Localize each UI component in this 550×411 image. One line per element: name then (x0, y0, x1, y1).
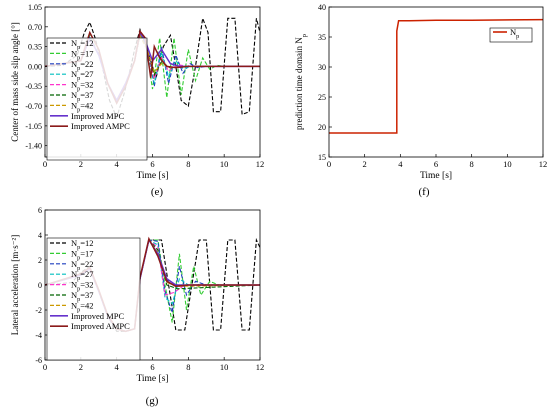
panel-label: (g) (146, 395, 159, 407)
series-line-1 (329, 18, 543, 134)
y-tick-label: 25 (318, 93, 326, 102)
y-tick-label: -2 (35, 306, 42, 315)
legend-entry-label: Np=27 (71, 69, 94, 82)
y-tick-label: 0 (38, 281, 42, 290)
y-tick-label: 35 (318, 33, 326, 42)
x-tick-label: 2 (79, 362, 83, 372)
legend-entry-label: Np=27 (71, 269, 94, 282)
y-tick-label: 6 (38, 206, 42, 215)
y-tick-label: -1.05 (25, 122, 42, 131)
x-tick-label: 6 (150, 362, 154, 372)
x-tick-label: 4 (115, 159, 120, 169)
chart-panel-2: 0 2 4 6 8 10 12 15 20 25 30 35 40 Time [s] prediction … (294, 3, 547, 198)
x-axis-label: Time [s] (420, 171, 452, 181)
x-axis-label: Time [s] (136, 171, 168, 181)
y-tick-label: 0.00 (28, 62, 42, 71)
legend-entry-label: Np=12 (71, 238, 94, 251)
x-tick-label: 2 (79, 159, 83, 169)
legend-entry-label: Improved MPC (71, 111, 124, 121)
y-tick-label: 20 (318, 123, 326, 132)
panel-label: (f) (419, 186, 430, 198)
legend-entry-label: Np=42 (71, 100, 94, 113)
x-tick-label: 10 (503, 159, 512, 169)
legend-entry-label: Np=42 (71, 300, 94, 313)
y-tick-label: -1.40 (25, 142, 42, 151)
legend-box (46, 37, 148, 161)
x-tick-label: 12 (256, 362, 265, 372)
legend-entry-label: Np=37 (71, 290, 94, 303)
series-group (329, 18, 543, 134)
y-tick-label: 4 (38, 231, 42, 240)
y-tick-label: -0.70 (25, 102, 42, 111)
legend-entry-label: Np=32 (71, 80, 94, 93)
chart-legend: Np (489, 27, 533, 43)
y-axis-label-group: Center of mass side slip angle [°] (10, 22, 20, 142)
legend-entry-label: Np=17 (71, 48, 94, 61)
y-tick-label: -0.35 (25, 82, 42, 91)
legend-entry-label: Improved AMPC (71, 121, 130, 131)
x-tick-label: 4 (115, 362, 120, 372)
legend-entry-label: Np=22 (71, 59, 94, 72)
x-tick-label: 0 (43, 159, 47, 169)
y-tick-label: 0.35 (28, 43, 42, 52)
legend-entry-label: Improved MPC (71, 311, 124, 321)
y-tick-label: 1.05 (28, 3, 42, 12)
legend-entry-label: Np=22 (71, 259, 94, 272)
y-axis-label: Center of mass side slip angle [°] (10, 22, 20, 142)
y-tick-label: 0.70 (28, 23, 42, 32)
x-tick-label: 10 (220, 159, 229, 169)
y-axis-label: prediction time domain Np (294, 34, 308, 130)
y-tick-label: 2 (38, 256, 42, 265)
panel-label: (e) (151, 186, 164, 198)
x-tick-label: 0 (327, 159, 331, 169)
x-tick-label: 4 (398, 159, 403, 169)
legend-entry-label: Np=17 (71, 248, 94, 261)
x-axis-label: Time [s] (136, 374, 168, 384)
x-tick-label: 6 (150, 159, 154, 169)
x-tick-label: 12 (539, 159, 548, 169)
y-tick-label: 40 (318, 3, 326, 12)
chart-legend: Np=12Np=17Np=22Np=27Np=32Np=37Np=42Impro… (46, 237, 141, 361)
x-tick-label: 8 (470, 159, 474, 169)
x-tick-label: 2 (363, 159, 367, 169)
x-tick-label: 10 (220, 362, 229, 372)
x-tick-label: 12 (256, 159, 265, 169)
legend-entry-label: Np=37 (71, 90, 94, 103)
y-tick-label: 15 (318, 153, 326, 162)
y-tick-label: -6 (35, 356, 42, 365)
chart-legend: Np=12Np=17Np=22Np=27Np=32Np=37Np=42Impro… (46, 37, 148, 161)
x-tick-label: 0 (43, 362, 47, 372)
series-line-2 (45, 239, 260, 332)
x-tick-label: 8 (186, 362, 190, 372)
x-tick-label: 6 (434, 159, 438, 169)
chart-panel-3: 0 2 4 6 8 10 12 -6 -4 -2 0 2 4 6 Time [s] Lateral accel… (10, 206, 264, 407)
legend-entry-label: Np (510, 27, 519, 40)
y-tick-label: 30 (318, 63, 326, 72)
y-axis-label-group: Lateral acceleration [m·s⁻²] (10, 235, 20, 335)
y-tick-label: -4 (35, 331, 42, 340)
legend-entry-label: Np=12 (71, 38, 94, 51)
legend-box (46, 237, 141, 361)
y-axis-label: Lateral acceleration [m·s⁻²] (10, 235, 20, 335)
legend-entry-label: Np=32 (71, 280, 94, 293)
y-axis-label-group: prediction time domain Np (294, 34, 308, 130)
x-tick-label: 8 (186, 159, 190, 169)
chart-panel-1: 0 2 4 6 8 10 12 1.05 0.70 0.35 0.00 -0.35 -0.70 -1.05… (10, 3, 264, 198)
legend-entry-label: Improved AMPC (71, 321, 130, 331)
